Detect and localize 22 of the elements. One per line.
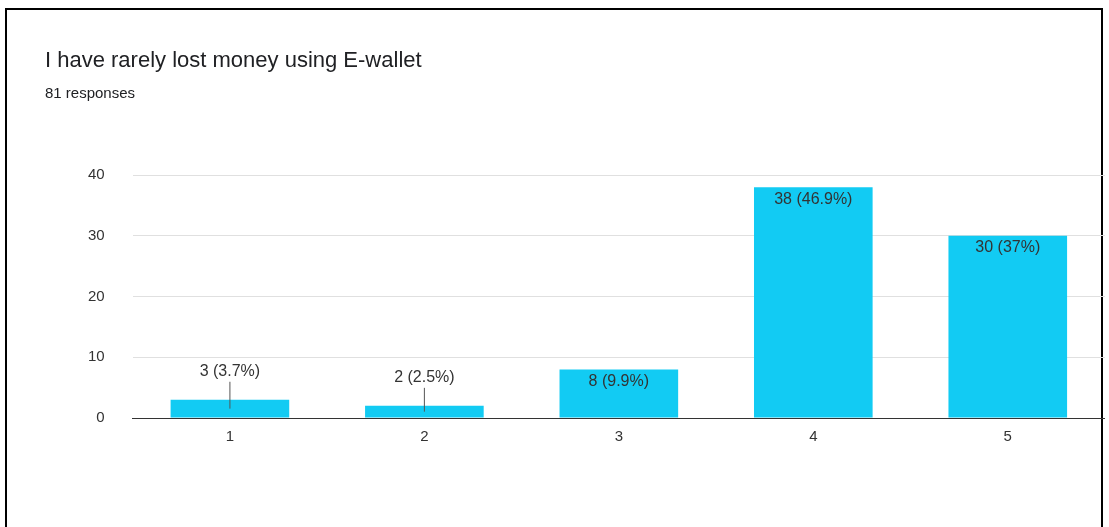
data-label: 8 (9.9%): [588, 371, 650, 389]
y-tick-label: 20: [88, 286, 105, 304]
bar: [753, 187, 873, 418]
data-label: 38 (46.9%): [774, 189, 853, 207]
data-label: 30 (37%): [975, 238, 1041, 256]
data-label: 2 (2.5%): [394, 368, 455, 386]
y-tick-label: 30: [88, 225, 105, 243]
y-tick-label: 10: [88, 347, 105, 365]
y-tick-label: 40: [88, 165, 105, 183]
x-tick-label: 2: [420, 427, 429, 445]
bar: [170, 399, 290, 418]
y-tick-label: 0: [96, 408, 105, 426]
x-tick-label: 4: [809, 427, 818, 445]
x-tick-label: 5: [1003, 427, 1012, 445]
data-label: 3 (3.7%): [199, 362, 261, 380]
x-tick-label: 3: [614, 427, 624, 445]
bar: [559, 369, 679, 418]
bar: [365, 405, 484, 418]
bar: [948, 235, 1068, 418]
chart-subtitle: 81 responses: [45, 84, 136, 101]
chart-title: I have rarely lost money using E-wallet: [45, 47, 422, 73]
x-tick-label: 1: [225, 427, 235, 445]
